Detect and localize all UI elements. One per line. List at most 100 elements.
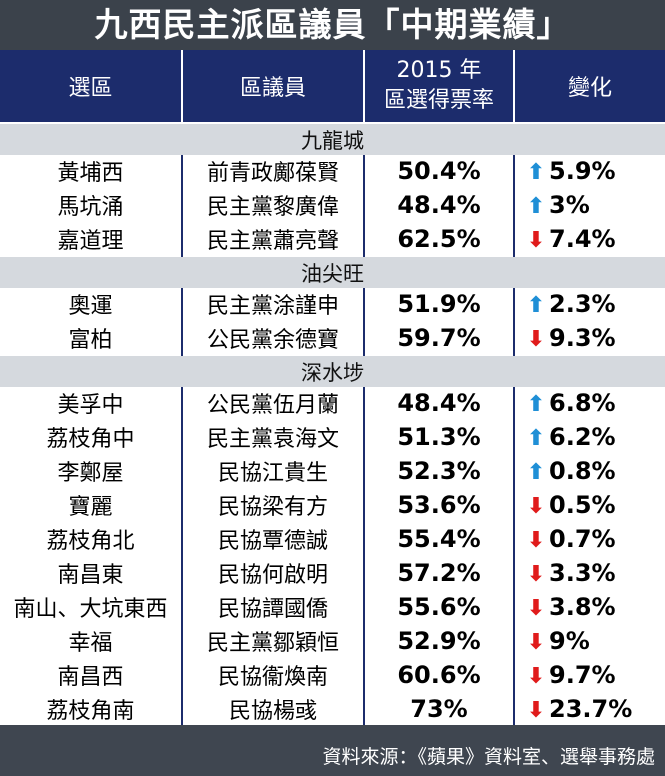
rate-cell: 55.6% — [363, 589, 514, 624]
member-cell: 民主黨袁海文 — [181, 419, 364, 454]
district-cell: 南昌西 — [0, 657, 182, 692]
rate-cell: 52.3% — [363, 453, 514, 488]
header-rate-line2: 區選得票率 — [383, 88, 494, 113]
rate-cell: 51.9% — [363, 288, 514, 321]
results-table: 選區 區議員 2015 年 區選得票率 變化 九龍城 黃埔西 前青政鄺葆賢 50.4%… — [0, 50, 665, 725]
rate-cell: 62.5% — [363, 221, 514, 256]
district-cell: 荔枝角北 — [0, 521, 182, 556]
change-cell: ⬆ 3% — [513, 187, 665, 222]
section-label: 深水埗 — [0, 354, 665, 387]
arrow-down-icon: ⬇ — [526, 494, 546, 519]
table-row: 南昌東 民協何啟明 57.2% ⬇ 3.3% — [0, 555, 665, 590]
table-body: 九龍城 黃埔西 前青政鄺葆賢 50.4% ⬆ 5.9% 馬坑涌 民主黨黎廣偉 48.4% ⬆ 3% 嘉… — [0, 122, 665, 725]
change-cell: ⬇ 9.7% — [513, 657, 665, 692]
change-value: 9% — [549, 627, 590, 655]
change-value: 2.3% — [549, 290, 616, 318]
change-value: 7.4% — [549, 225, 616, 253]
header-rate-line1: 2015 年 — [396, 58, 482, 83]
section-row: 九龍城 — [0, 122, 665, 155]
member-cell: 民協何啟明 — [181, 555, 364, 590]
arrow-down-icon: ⬇ — [526, 228, 546, 253]
rate-cell: 53.6% — [363, 487, 514, 522]
rate-cell: 51.3% — [363, 419, 514, 454]
arrow-down-icon: ⬇ — [526, 327, 546, 352]
rate-cell: 55.4% — [363, 521, 514, 556]
arrow-up-icon: ⬆ — [526, 460, 546, 485]
change-value: 3.8% — [549, 593, 616, 621]
rate-cell: 60.6% — [363, 657, 514, 692]
arrow-down-icon: ⬇ — [526, 630, 546, 655]
change-cell: ⬇ 7.4% — [513, 221, 665, 256]
table-row: 荔枝角南 民協楊彧 73% ⬇ 23.7% — [0, 691, 665, 725]
change-cell: ⬇ 3.3% — [513, 555, 665, 590]
change-cell: ⬇ 0.7% — [513, 521, 665, 556]
district-cell: 奧運 — [0, 288, 182, 321]
rate-cell: 59.7% — [363, 320, 514, 355]
district-cell: 荔枝角南 — [0, 691, 182, 725]
change-cell: ⬇ 9.3% — [513, 320, 665, 355]
change-cell: ⬆ 2.3% — [513, 288, 665, 321]
rate-cell: 57.2% — [363, 555, 514, 590]
member-cell: 民協江貴生 — [181, 453, 364, 488]
header-district: 選區 — [0, 50, 182, 123]
header-change: 變化 — [513, 50, 665, 123]
member-cell: 民主黨蕭亮聲 — [181, 221, 364, 256]
district-cell: 荔枝角中 — [0, 419, 182, 454]
rate-cell: 48.4% — [363, 387, 514, 420]
arrow-down-icon: ⬇ — [526, 698, 546, 723]
change-value: 0.7% — [549, 525, 616, 553]
member-cell: 公民黨余德寶 — [181, 320, 364, 355]
change-cell: ⬇ 3.8% — [513, 589, 665, 624]
district-cell: 黃埔西 — [0, 155, 182, 188]
arrow-up-icon: ⬆ — [526, 160, 546, 185]
table-row: 寶麗 民協梁有方 53.6% ⬇ 0.5% — [0, 487, 665, 522]
table-row: 幸福 民主黨鄒穎恒 52.9% ⬇ 9% — [0, 623, 665, 658]
section-label: 油尖旺 — [0, 255, 665, 288]
arrow-up-icon: ⬆ — [526, 194, 546, 219]
table-row: 奧運 民主黨涂謹申 51.9% ⬆ 2.3% — [0, 288, 665, 321]
header-member: 區議員 — [181, 50, 364, 123]
change-value: 3.3% — [549, 559, 616, 587]
member-cell: 民主黨黎廣偉 — [181, 187, 364, 222]
rate-cell: 73% — [363, 691, 514, 725]
change-cell: ⬆ 6.2% — [513, 419, 665, 454]
change-value: 0.5% — [549, 491, 616, 519]
district-cell: 南昌東 — [0, 555, 182, 590]
arrow-up-icon: ⬆ — [526, 426, 546, 451]
table-row: 南山、大坑東西 民協譚國僑 55.6% ⬇ 3.8% — [0, 589, 665, 624]
change-value: 23.7% — [549, 695, 633, 723]
change-value: 6.2% — [549, 423, 616, 451]
arrow-up-icon: ⬆ — [526, 392, 546, 417]
member-cell: 民協衞煥南 — [181, 657, 364, 692]
district-cell: 李鄭屋 — [0, 453, 182, 488]
change-value: 0.8% — [549, 457, 616, 485]
change-cell: ⬇ 9% — [513, 623, 665, 658]
arrow-down-icon: ⬇ — [526, 664, 546, 689]
page-title: 九西民主派區議員「中期業績」 — [0, 0, 665, 50]
arrow-down-icon: ⬇ — [526, 562, 546, 587]
member-cell: 民協梁有方 — [181, 487, 364, 522]
district-cell: 富柏 — [0, 320, 182, 355]
change-value: 6.8% — [549, 389, 616, 417]
change-cell: ⬆ 5.9% — [513, 155, 665, 188]
table-row: 美孚中 公民黨伍月蘭 48.4% ⬆ 6.8% — [0, 387, 665, 420]
member-cell: 民協譚國僑 — [181, 589, 364, 624]
member-cell: 前青政鄺葆賢 — [181, 155, 364, 188]
member-cell: 民協楊彧 — [181, 691, 364, 725]
table-row: 嘉道理 民主黨蕭亮聲 62.5% ⬇ 7.4% — [0, 221, 665, 256]
member-cell: 民協覃德誠 — [181, 521, 364, 556]
rate-cell: 48.4% — [363, 187, 514, 222]
table-row: 馬坑涌 民主黨黎廣偉 48.4% ⬆ 3% — [0, 187, 665, 222]
rate-cell: 50.4% — [363, 155, 514, 188]
change-value: 9.7% — [549, 661, 616, 689]
district-cell: 嘉道理 — [0, 221, 182, 256]
arrow-up-icon: ⬆ — [526, 293, 546, 318]
district-cell: 南山、大坑東西 — [0, 589, 182, 624]
change-value: 5.9% — [549, 157, 616, 185]
table-row: 荔枝角中 民主黨袁海文 51.3% ⬆ 6.2% — [0, 419, 665, 454]
arrow-down-icon: ⬇ — [526, 528, 546, 553]
change-cell: ⬆ 0.8% — [513, 453, 665, 488]
header-rate: 2015 年 區選得票率 — [363, 50, 514, 123]
arrow-down-icon: ⬇ — [526, 596, 546, 621]
change-value: 9.3% — [549, 324, 616, 352]
